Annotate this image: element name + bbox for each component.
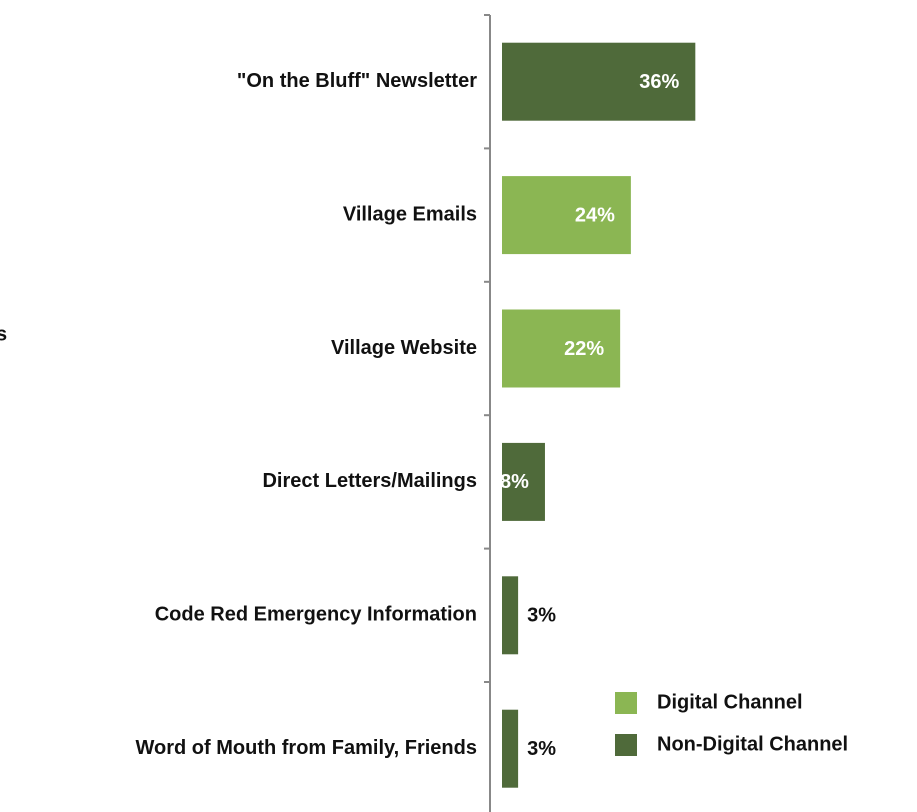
value-label: 36% bbox=[639, 71, 679, 93]
legend-label: Digital Channel bbox=[657, 691, 803, 713]
value-label: 3% bbox=[527, 738, 556, 760]
bar bbox=[502, 442, 545, 521]
category-label: Village Emails bbox=[343, 203, 477, 225]
side-label: s bbox=[0, 323, 7, 345]
category-label: Direct Letters/Mailings bbox=[262, 470, 477, 492]
legend-swatch bbox=[615, 692, 637, 714]
category-label: "On the Bluff" Newsletter bbox=[237, 70, 477, 92]
bar bbox=[502, 709, 519, 788]
category-label: Village Website bbox=[331, 337, 477, 359]
bar bbox=[502, 176, 631, 255]
value-label: 22% bbox=[564, 338, 604, 360]
bar bbox=[502, 309, 621, 388]
legend-swatch bbox=[615, 734, 637, 756]
value-label: 3% bbox=[527, 605, 556, 627]
value-label: 8% bbox=[500, 471, 529, 493]
value-label: 24% bbox=[575, 204, 615, 226]
category-label: Word of Mouth from Family, Friends bbox=[136, 737, 477, 759]
legend-label: Non-Digital Channel bbox=[657, 733, 848, 755]
bar bbox=[502, 42, 696, 121]
bar bbox=[502, 576, 519, 655]
category-label: Code Red Emergency Information bbox=[155, 604, 477, 626]
